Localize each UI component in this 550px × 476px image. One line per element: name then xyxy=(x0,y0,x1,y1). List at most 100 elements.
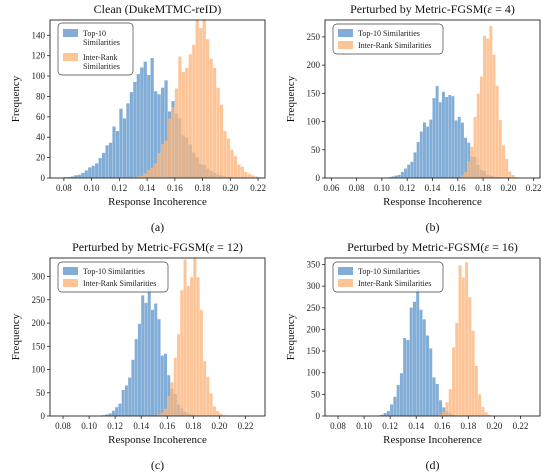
histogram-bar xyxy=(399,373,403,416)
legend-box xyxy=(332,261,444,293)
histogram-bar xyxy=(452,347,456,416)
histogram-bar xyxy=(483,35,486,178)
histogram-bar xyxy=(186,285,190,416)
x-tick-label: 0.10 xyxy=(356,421,372,431)
y-axis-label: Frequency xyxy=(10,313,22,360)
histogram-bar xyxy=(134,339,138,416)
histogram-bar xyxy=(460,122,464,178)
y-tick-label: 50 xyxy=(311,145,321,155)
histogram-bar xyxy=(188,54,192,178)
chart-title: Clean (DukeMTMC-reID) xyxy=(94,2,222,16)
histogram-bar xyxy=(133,176,137,178)
x-tick-label: 0.10 xyxy=(84,183,100,193)
histogram-bar xyxy=(484,412,488,416)
histogram-bar xyxy=(115,407,119,416)
chart-title-part: Perturbed by Metric-FGSM( xyxy=(347,240,484,254)
legend-swatch xyxy=(63,53,78,61)
x-tick-label: 0.20 xyxy=(487,421,503,431)
histogram-bar xyxy=(409,307,413,416)
histogram-bar xyxy=(143,61,147,179)
y-tick-label: 100 xyxy=(32,365,46,375)
histogram-bar xyxy=(140,67,144,178)
histogram-bar xyxy=(471,330,475,416)
x-tick-label: 0.10 xyxy=(81,421,97,431)
x-tick-label: 0.16 xyxy=(167,183,183,193)
histogram-bar xyxy=(144,302,148,416)
y-axis-label: Frequency xyxy=(285,75,297,122)
legend-label: Top-10 Similarities xyxy=(358,29,420,38)
histogram-bar xyxy=(406,339,410,416)
histogram-bar xyxy=(486,38,490,178)
histogram-bar xyxy=(177,334,181,416)
histogram-bar xyxy=(254,176,258,178)
x-tick-label: 0.16 xyxy=(159,421,175,431)
histogram-bar xyxy=(426,126,430,178)
histogram-bar xyxy=(119,108,123,178)
y-tick-label: 250 xyxy=(307,32,321,42)
histogram-bar xyxy=(216,411,220,416)
histogram-bar xyxy=(160,87,165,178)
chart-svg: Clean (DukeMTMC-reID) 0.08 0.10 0.12 0.14 0.1… xyxy=(10,2,266,234)
legend-swatch xyxy=(63,279,78,287)
x-tick-label: 0.16 xyxy=(434,421,450,431)
histogram-bar xyxy=(180,290,184,416)
histogram-bar xyxy=(247,173,251,178)
histogram-bar xyxy=(467,142,471,178)
histogram-bar xyxy=(115,131,120,178)
legend-label: Top-10 Similarities xyxy=(358,267,420,276)
histogram-bar xyxy=(150,167,154,178)
histogram-bar xyxy=(407,164,411,178)
histogram-bar xyxy=(124,385,128,416)
legend-label: Inter-Rank xyxy=(83,53,118,62)
histogram-bar xyxy=(413,152,417,178)
y-axis-label: Frequency xyxy=(285,313,297,360)
histogram-bar xyxy=(416,289,420,416)
histogram-bar xyxy=(481,407,485,416)
histogram-bar xyxy=(181,72,185,178)
y-tick-label: 120 xyxy=(32,51,46,61)
x-tick-label: 0.18 xyxy=(185,421,201,431)
chart-title-part: = 4) xyxy=(492,2,515,16)
histogram-bar xyxy=(193,258,197,416)
histogram-bar xyxy=(474,365,478,416)
histogram-bar xyxy=(258,177,262,178)
histogram-bar xyxy=(173,357,177,416)
histogram-bar xyxy=(174,88,179,178)
histogram-bar xyxy=(150,309,154,416)
histogram-bar xyxy=(383,413,387,416)
histogram-bar xyxy=(508,171,512,178)
histogram-bar xyxy=(112,126,116,178)
y-tick-label: 300 xyxy=(307,281,321,291)
y-tick-label: 140 xyxy=(32,30,46,40)
histogram-bar xyxy=(396,384,400,416)
legend-swatch xyxy=(338,267,353,275)
histogram-bar xyxy=(164,408,168,416)
x-tick-label: 0.08 xyxy=(55,421,71,431)
x-tick-label: 0.14 xyxy=(425,183,441,193)
histogram-bar xyxy=(448,95,452,178)
x-tick-label: 0.12 xyxy=(111,183,127,193)
histogram-bar xyxy=(98,158,102,178)
histogram-bar xyxy=(136,74,140,178)
histogram-bar xyxy=(126,103,130,178)
chart-title: Perturbed by Metric-FGSM(ε = 16) xyxy=(347,240,518,254)
histogram-bar xyxy=(451,96,455,178)
y-tick-label: 300 xyxy=(32,272,46,282)
y-tick-label: 150 xyxy=(32,341,46,351)
x-tick-label: 0.06 xyxy=(323,183,339,193)
histogram-bar xyxy=(133,81,137,178)
histogram-bar xyxy=(167,375,171,416)
histogram-bar xyxy=(432,377,436,416)
histogram-bar xyxy=(502,145,505,178)
histogram-bar xyxy=(465,262,469,416)
x-tick-label: 0.08 xyxy=(330,421,346,431)
legend-swatch xyxy=(63,29,78,37)
histogram-bar xyxy=(435,85,439,178)
chart-title-part: Perturbed by Metric-FGSM( xyxy=(72,240,209,254)
histogram-panel-d: Perturbed by Metric-FGSM(ε = 16) 0.08 0.10… xyxy=(275,238,550,476)
histogram-bar xyxy=(460,175,464,178)
histogram-bar xyxy=(157,319,161,416)
histogram-bar xyxy=(77,174,81,178)
histogram-bar xyxy=(454,120,458,178)
